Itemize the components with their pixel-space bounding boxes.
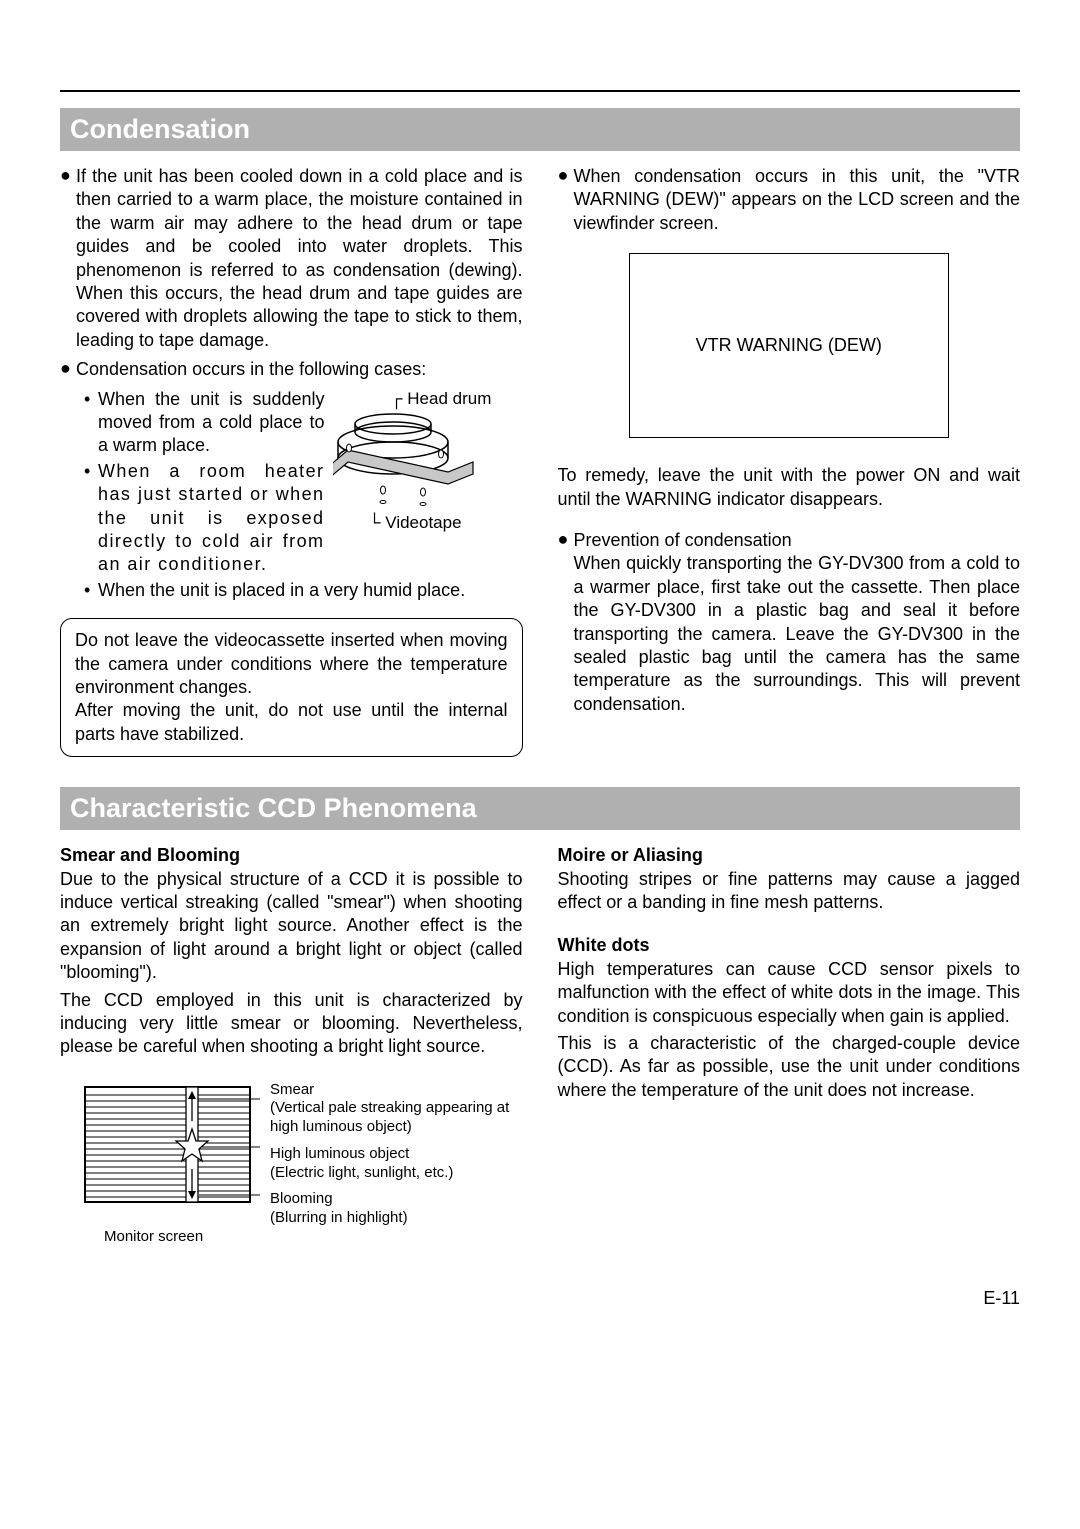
head-drum-diagram: ┌ Head drum (333, 388, 523, 534)
lcd-warning-text: VTR WARNING (DEW) (696, 334, 882, 357)
label-highlum-title: High luminous object (270, 1145, 409, 1162)
heading-moire: Moire or Aliasing (558, 844, 1021, 867)
label-bloom: Blooming (Blurring in highlight) (270, 1190, 523, 1228)
smear-p2: The CCD employed in this unit is charact… (60, 989, 523, 1059)
bullet-text: When condensation occurs in this unit, t… (574, 165, 1021, 235)
sub-bullet-3: • When the unit is placed in a very humi… (84, 579, 523, 602)
label-smear-title: Smear (270, 1081, 314, 1098)
label-highlum-sub: (Electric light, sunlight, etc.) (270, 1164, 453, 1181)
head-drum-svg (333, 412, 483, 522)
bullet-dot: ● (60, 358, 76, 381)
bullet-text: If the unit has been cooled down in a co… (76, 165, 523, 352)
warning-note-box: Do not leave the videocassette inserted … (60, 618, 523, 757)
sub-dot: • (84, 579, 98, 602)
section-header-ccd: Characteristic CCD Phenomena (60, 787, 1020, 830)
condensation-columns: ● If the unit has been cooled down in a … (60, 165, 1020, 757)
condensation-right-col: ● When condensation occurs in this unit,… (558, 165, 1021, 757)
bullet-dot: ● (60, 165, 76, 352)
ccd-left-col: Smear and Blooming Due to the physical s… (60, 844, 523, 1247)
sub-dot: • (84, 460, 98, 577)
top-rule (60, 90, 1020, 92)
bullet-dot: ● (558, 165, 574, 235)
box-line-2: After moving the unit, do not use until … (75, 699, 508, 746)
box-line-1: Do not leave the videocassette inserted … (75, 629, 508, 699)
diagram-label-head-drum: Head drum (407, 389, 491, 408)
label-bloom-sub: (Blurring in highlight) (270, 1209, 408, 1226)
remedy-text: To remedy, leave the unit with the power… (558, 464, 1021, 511)
bullet-text: Prevention of condensation When quickly … (574, 529, 1021, 716)
subs-with-diagram: ┌ Head drum (60, 388, 523, 605)
smear-labels-col: Smear (Vertical pale streaking appearing… (270, 1077, 523, 1248)
bullet-text: Condensation occurs in the following cas… (76, 358, 523, 381)
diagram-label-videotape: Videotape (385, 513, 461, 532)
sub-text: When the unit is suddenly moved from a c… (98, 388, 325, 458)
bullet-vtr-warning: ● When condensation occurs in this unit,… (558, 165, 1021, 235)
white-dots-p2: This is a characteristic of the charged-… (558, 1032, 1021, 1102)
sub-text: When the unit is placed in a very humid … (98, 579, 523, 602)
label-bloom-title: Blooming (270, 1190, 333, 1207)
ccd-columns: Smear and Blooming Due to the physical s… (60, 844, 1020, 1247)
label-smear: Smear (Vertical pale streaking appearing… (270, 1081, 523, 1137)
monitor-svg (80, 1077, 260, 1217)
bullet-prevention: ● Prevention of condensation When quickl… (558, 529, 1021, 716)
prevention-title: Prevention of condensation (574, 530, 792, 550)
moire-p: Shooting stripes or fine patterns may ca… (558, 868, 1021, 915)
condensation-left-col: ● If the unit has been cooled down in a … (60, 165, 523, 757)
white-dots-p1: High temperatures can cause CCD sensor p… (558, 958, 1021, 1028)
smear-figure: Monitor screen Smear (Vertical pale stre… (80, 1077, 523, 1248)
lcd-warning-box: VTR WARNING (DEW) (629, 253, 949, 438)
smear-p1: Due to the physical structure of a CCD i… (60, 868, 523, 985)
prevention-body: When quickly transporting the GY-DV300 f… (574, 553, 1021, 713)
monitor-svg-wrap: Monitor screen (80, 1077, 260, 1248)
section-header-condensation: Condensation (60, 108, 1020, 151)
sub-bullet-1: • When the unit is suddenly moved from a… (84, 388, 325, 458)
heading-white-dots: White dots (558, 934, 1021, 957)
sub-text: When a room heater has just started or w… (98, 460, 325, 577)
label-highlum: High luminous object (Electric light, su… (270, 1145, 523, 1183)
sub-bullet-2: • When a room heater has just started or… (84, 460, 325, 577)
bullet-dot: ● (558, 529, 574, 716)
label-smear-sub: (Vertical pale streaking appearing at hi… (270, 1099, 509, 1135)
monitor-label: Monitor screen (104, 1228, 260, 1247)
bullet-cases: ● Condensation occurs in the following c… (60, 358, 523, 381)
sub-dot: • (84, 388, 98, 458)
page-number: E-11 (60, 1287, 1020, 1310)
bullet-cooled: ● If the unit has been cooled down in a … (60, 165, 523, 352)
lcd-warning-wrap: VTR WARNING (DEW) (558, 253, 1021, 438)
heading-smear: Smear and Blooming (60, 844, 523, 867)
ccd-right-col: Moire or Aliasing Shooting stripes or fi… (558, 844, 1021, 1247)
